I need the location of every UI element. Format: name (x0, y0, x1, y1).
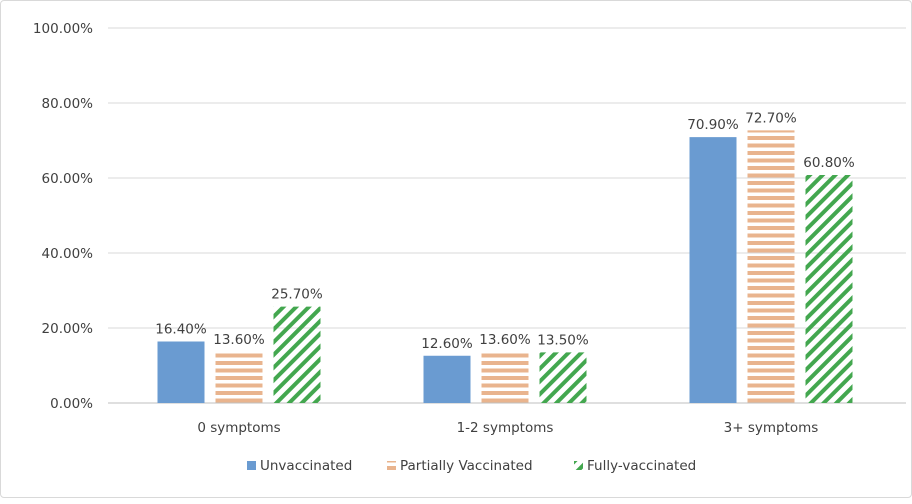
data-label: 13.50% (537, 332, 589, 348)
y-tick-label: 20.00% (42, 321, 94, 337)
data-label: 13.60% (479, 332, 531, 348)
legend-swatch (574, 461, 583, 470)
bar-fully-vaccinated (805, 175, 853, 403)
y-tick-label: 40.00% (42, 246, 94, 262)
bar-unvaccinated (423, 355, 471, 403)
x-tick-label: 0 symptoms (197, 420, 280, 436)
bar-unvaccinated (689, 137, 737, 403)
x-tick-label: 1-2 symptoms (457, 420, 554, 436)
y-tick-label: 80.00% (42, 96, 94, 112)
bar-partially-vaccinated (481, 352, 529, 403)
y-tick-label: 0.00% (50, 396, 93, 412)
bar-partially-vaccinated (215, 352, 263, 403)
data-label: 16.40% (155, 322, 207, 338)
legend-label: Partially Vaccinated (400, 458, 533, 474)
data-label: 12.60% (421, 336, 473, 352)
legend-swatch (387, 461, 396, 470)
bar-partially-vaccinated (747, 130, 795, 403)
legend-label: Fully-vaccinated (587, 458, 696, 474)
data-label: 13.60% (213, 332, 265, 348)
bar-unvaccinated (157, 341, 205, 403)
x-tick-label: 3+ symptoms (724, 420, 819, 436)
data-label: 25.70% (271, 287, 323, 303)
data-label: 72.70% (745, 110, 797, 126)
y-tick-label: 100.00% (33, 21, 93, 37)
data-label: 60.80% (803, 155, 855, 171)
bar-fully-vaccinated (273, 306, 321, 403)
legend-swatch (247, 461, 256, 470)
y-tick-label: 60.00% (42, 171, 94, 187)
bar-fully-vaccinated (539, 352, 587, 403)
data-label: 70.90% (687, 117, 739, 133)
legend-label: Unvaccinated (260, 458, 352, 474)
